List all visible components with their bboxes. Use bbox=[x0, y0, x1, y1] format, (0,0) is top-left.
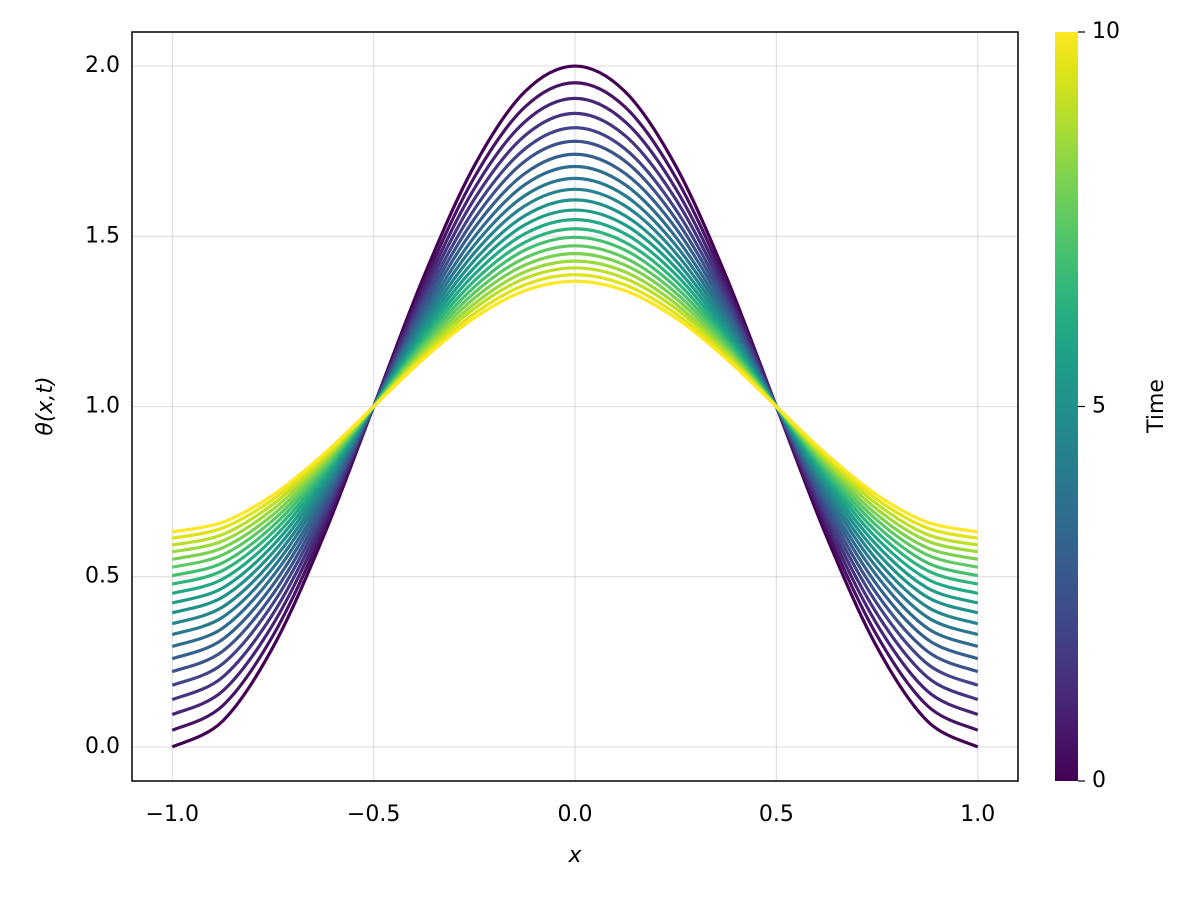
lines bbox=[171, 64, 979, 749]
y-tick-label: 0.5 bbox=[85, 564, 120, 589]
series-line bbox=[171, 96, 979, 717]
y-tick-label: 1.0 bbox=[85, 394, 120, 419]
series-line bbox=[171, 198, 979, 615]
series-line bbox=[171, 227, 979, 586]
colorbar-tick-label: 10 bbox=[1092, 19, 1120, 44]
series-line bbox=[171, 208, 979, 605]
series-line bbox=[171, 139, 979, 674]
x-tick-label: 0.5 bbox=[759, 802, 794, 827]
y-tick-label: 0.0 bbox=[85, 734, 120, 759]
grid bbox=[132, 32, 1018, 781]
series-line bbox=[171, 252, 979, 561]
x-tick-label: −0.5 bbox=[347, 802, 400, 827]
series-line bbox=[171, 187, 979, 626]
y-tick-label: 2.0 bbox=[85, 53, 120, 78]
x-axis-label: x bbox=[567, 843, 582, 868]
series-line bbox=[171, 217, 979, 595]
x-tick-label: 1.0 bbox=[960, 802, 995, 827]
series-line bbox=[171, 164, 979, 649]
series-line bbox=[171, 273, 979, 540]
plot-frame bbox=[131, 31, 1019, 782]
series-line bbox=[171, 126, 979, 687]
colorbar-tick-label: 0 bbox=[1092, 768, 1106, 793]
series-line bbox=[171, 266, 979, 547]
series-line bbox=[171, 235, 979, 578]
series-line bbox=[171, 111, 979, 702]
series-line bbox=[171, 81, 979, 732]
colorbar-tick-label: 5 bbox=[1092, 394, 1106, 419]
series-line bbox=[171, 64, 979, 749]
series-line bbox=[171, 259, 979, 554]
series-line bbox=[171, 176, 979, 637]
series-line bbox=[171, 244, 979, 569]
y-axis-label: θ(x,t) bbox=[33, 376, 58, 435]
colorbar-label: Time bbox=[1144, 379, 1169, 434]
x-tick-label: 0.0 bbox=[558, 802, 593, 827]
y-tick-label: 1.5 bbox=[85, 223, 120, 248]
x-tick-label: −1.0 bbox=[146, 802, 199, 827]
series-line bbox=[171, 152, 979, 661]
series-line bbox=[171, 279, 979, 534]
colorbar bbox=[1055, 32, 1078, 781]
